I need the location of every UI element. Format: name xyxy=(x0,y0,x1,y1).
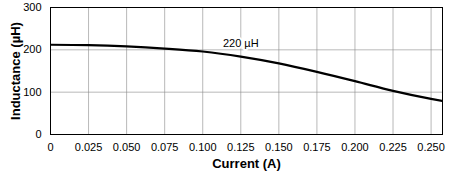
svg-text:200: 200 xyxy=(23,43,41,55)
svg-text:0.050: 0.050 xyxy=(113,141,141,153)
svg-text:0.075: 0.075 xyxy=(151,141,179,153)
svg-text:0.225: 0.225 xyxy=(379,141,407,153)
svg-text:0.100: 0.100 xyxy=(189,141,217,153)
svg-text:0.150: 0.150 xyxy=(265,141,293,153)
svg-text:0: 0 xyxy=(35,128,41,140)
svg-text:0.025: 0.025 xyxy=(75,141,103,153)
svg-text:0.175: 0.175 xyxy=(303,141,331,153)
svg-text:100: 100 xyxy=(23,86,41,98)
svg-text:Current (A): Current (A) xyxy=(212,156,281,171)
svg-text:300: 300 xyxy=(23,1,41,13)
svg-text:0.250: 0.250 xyxy=(417,141,445,153)
svg-text:0: 0 xyxy=(47,141,53,153)
svg-text:0.125: 0.125 xyxy=(227,141,255,153)
svg-text:220 µH: 220 µH xyxy=(223,37,259,49)
svg-text:Inductance (µH): Inductance (µH) xyxy=(8,22,23,120)
svg-text:0.200: 0.200 xyxy=(341,141,369,153)
